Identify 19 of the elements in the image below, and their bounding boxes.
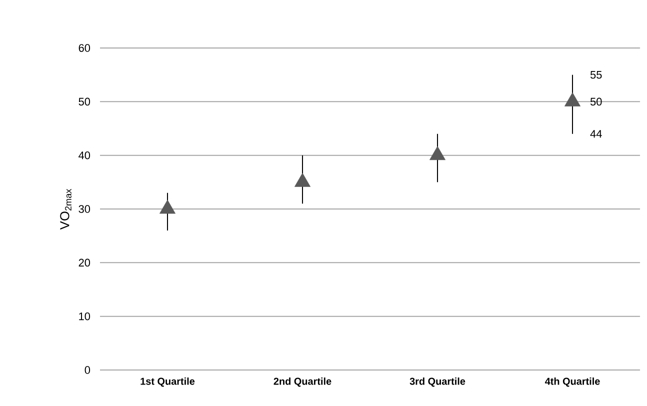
annotation: 50: [590, 98, 602, 106]
x-tick-label: 2nd Quartile: [274, 378, 332, 387]
point: [160, 200, 176, 214]
point: [564, 92, 580, 106]
x-tick-label: 4th Quartile: [544, 378, 600, 387]
y-tick-label: 20: [78, 258, 90, 267]
x-tick-label: 3rd Quartile: [410, 378, 466, 387]
y-tick-label: 30: [78, 205, 90, 213]
point: [430, 146, 446, 160]
annotation: 44: [590, 130, 602, 138]
x-tick-label: 1st Quartile: [140, 378, 195, 387]
y-tick-label: 0: [84, 366, 90, 374]
point: [294, 172, 310, 187]
y-tick-label: 40: [78, 151, 90, 160]
y-tick-label: 60: [78, 44, 90, 52]
y-axis-title: VO$_{2max}$: [60, 188, 72, 230]
y-tick-label: 50: [78, 98, 90, 106]
annotation: 55: [590, 71, 602, 79]
y-tick-label: 10: [79, 312, 90, 320]
